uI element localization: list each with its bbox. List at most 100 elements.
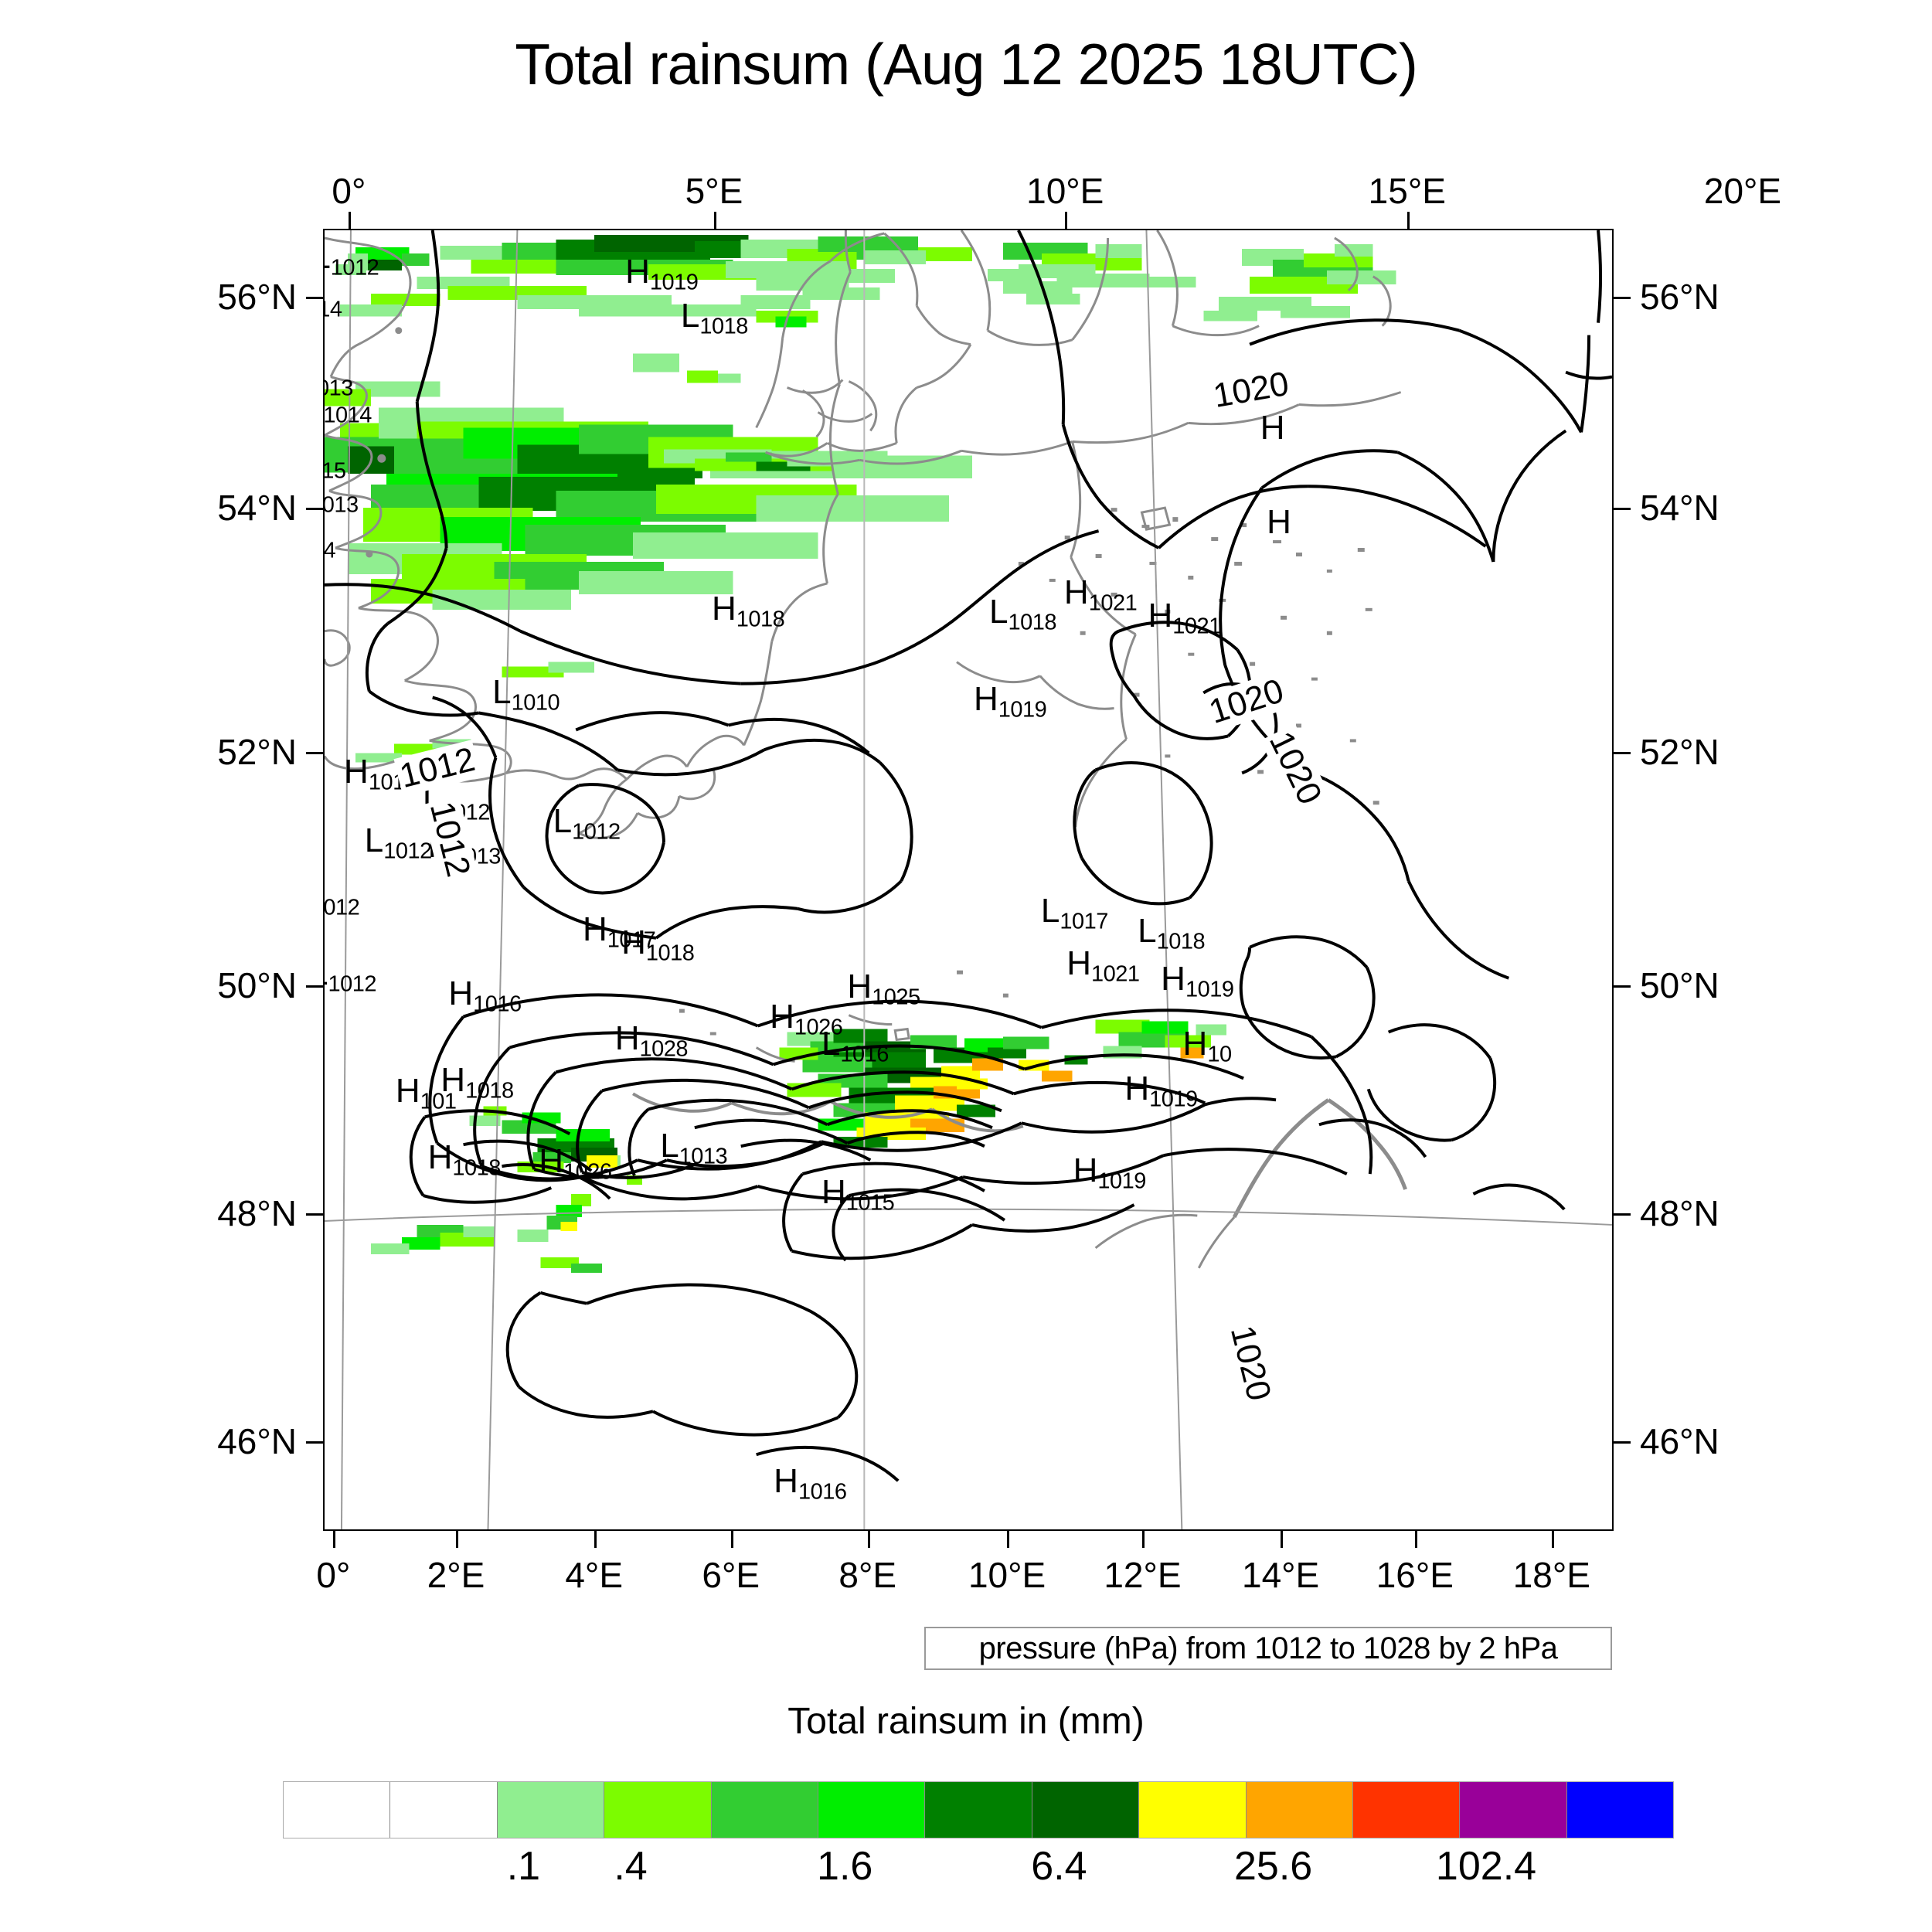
colorbar-swatch-10	[1352, 1782, 1461, 1838]
axis-right-tick-52°N: 52°N	[1640, 732, 1719, 773]
pressure-marker-l-1018-11: L1018	[680, 297, 748, 339]
axis-top-tick-5°E: 5°E	[685, 171, 743, 211]
pressure-marker-h-1015-32: H1015	[821, 1173, 895, 1216]
pressure-marker-h-1021-39: H1021	[1066, 944, 1140, 987]
axis-top-tickmark	[1065, 212, 1068, 229]
pressure-marker-h-1025-25: H1025	[847, 968, 920, 1010]
axis-right-tickmark	[1614, 296, 1631, 299]
pressure-marker-l-1016-26: L1016	[821, 1025, 889, 1067]
colorbar-swatch-4	[711, 1782, 818, 1838]
axis-left-tickmark	[306, 296, 323, 299]
isobar-layer	[325, 230, 1612, 1482]
axis-bot-tick-12°E: 12°E	[1104, 1555, 1182, 1595]
pressure-marker-l-1010-8: L1010	[492, 673, 560, 716]
map-canvas	[325, 230, 1612, 1529]
pressure-marker-h--45: H	[1267, 502, 1291, 541]
axis-bot-tickmark	[1281, 1531, 1284, 1548]
colorbar-swatch-5	[818, 1782, 926, 1838]
axis-right-tick-48°N: 48°N	[1640, 1192, 1719, 1233]
pressure-marker-h-10-41: H10	[1182, 1025, 1233, 1067]
axis-bot-tickmark	[1007, 1531, 1010, 1548]
axis-top-tickmark	[349, 212, 352, 229]
pressure-marker-h-1019-42: H1019	[1124, 1069, 1198, 1112]
colorbar-label-.4: .4	[614, 1844, 648, 1889]
axis-left-tick-48°N: 48°N	[217, 1192, 297, 1233]
colorbar-swatch-11	[1460, 1782, 1567, 1838]
axis-right-tickmark	[1614, 507, 1631, 510]
pressure-marker-h-1026-30: H1026	[539, 1141, 612, 1185]
axis-bot-tickmark	[1414, 1531, 1417, 1548]
pressure-marker-h-1019-43: H1019	[1073, 1151, 1147, 1194]
coastline-layer	[325, 230, 1407, 1269]
pressure-marker-l-1013-5: L1013	[323, 492, 359, 518]
pressure-marker-h-1019-36: H1019	[974, 679, 1047, 723]
colorbar-title: Total rainsum in (mm)	[787, 1701, 1145, 1742]
axis-bot-tick-2°E: 2°E	[427, 1555, 485, 1595]
colorbar-label-1.6: 1.6	[817, 1844, 873, 1889]
axis-left-tickmark	[306, 1213, 323, 1216]
colorbar-swatch-8	[1139, 1782, 1247, 1838]
axis-bot-tick-10°E: 10°E	[968, 1555, 1046, 1595]
pressure-marker-h-1016-22: H1016	[448, 974, 522, 1017]
axis-right-tick-56°N: 56°N	[1640, 276, 1719, 317]
pressure-marker-l-1012-16: L1012	[553, 802, 621, 845]
colorbar-label-102.4: 102.4	[1435, 1844, 1537, 1889]
axis-bot-tickmark	[867, 1531, 870, 1548]
axis-left-tick-56°N: 56°N	[217, 276, 297, 317]
axis-bot-tick-6°E: 6°E	[702, 1555, 760, 1595]
pressure-marker-h-1026-24: H1026	[770, 997, 843, 1040]
axis-bot-tick-16°E: 16°E	[1376, 1555, 1454, 1595]
pressure-marker-h-1019-40: H1019	[1161, 959, 1234, 1002]
pressure-legend-text: pressure (hPa) from 1012 to 1028 by 2 hP…	[978, 1631, 1558, 1665]
graticule	[325, 230, 1612, 1529]
colorbar-swatch-2	[497, 1782, 605, 1838]
axis-left-tickmark	[306, 507, 323, 510]
colorbar-swatch-7	[1032, 1782, 1140, 1838]
pressure-marker-l-1012-14: L1012	[364, 821, 432, 865]
axis-bot-tick-18°E: 18°E	[1512, 1555, 1590, 1595]
axis-bot-tickmark	[594, 1531, 597, 1548]
axis-top-tickmark	[714, 212, 716, 229]
map-plot-area: L1012H1014L1013H1014H1015L1013H1014L1011…	[323, 229, 1614, 1531]
axis-left-tick-52°N: 52°N	[217, 732, 297, 773]
pressure-marker-h-1014-1: H1014	[325, 298, 342, 323]
axis-bot-tick-0°: 0°	[316, 1555, 351, 1595]
pressure-legend-box: pressure (hPa) from 1012 to 1028 by 2 hP…	[924, 1627, 1612, 1670]
colorbar-tick-labels: .1 .4 1.6 6.4 25.6 102.4	[283, 1843, 1674, 1897]
axis-left-tickmark	[306, 752, 323, 755]
pressure-marker-h-1019-10: H1019	[625, 253, 699, 295]
axis-top-tick-20°E: 20°E	[1703, 171, 1782, 211]
page-title: Total rainsum (Aug 12 2025 18UTC)	[515, 32, 1418, 97]
axis-right-tickmark	[1614, 1213, 1631, 1216]
axis-top-tick-10°E: 10°E	[1026, 171, 1104, 211]
axis-right-tickmark	[1614, 752, 1631, 755]
axis-left-tick-46°N: 46°N	[217, 1420, 297, 1461]
axis-top-tick-0°: 0°	[332, 171, 366, 211]
axis-right-tick-54°N: 54°N	[1640, 487, 1719, 528]
pressure-marker-h-1018-29: H1018	[427, 1138, 502, 1181]
axis-top-tick-15°E: 15°E	[1368, 171, 1446, 211]
pressure-marker-l-1013-31: L1013	[660, 1126, 728, 1169]
colorbar-swatch-0	[284, 1782, 391, 1838]
pressure-marker-h-1021-34: H1021	[1063, 573, 1138, 616]
colorbar-label-6.4: 6.4	[1031, 1844, 1087, 1889]
pressure-marker-h-1021-35: H1021	[1148, 596, 1221, 639]
colorbar-swatch-9	[1246, 1782, 1353, 1838]
axis-left-tickmark	[306, 1440, 323, 1444]
colorbar	[283, 1781, 1674, 1838]
colorbar-label-25.6: 25.6	[1233, 1844, 1313, 1889]
axis-bot-tickmark	[333, 1531, 336, 1548]
axis-right-tickmark	[1614, 985, 1631, 988]
axis-bot-tickmark	[730, 1531, 733, 1548]
pressure-marker-h-1018-9: H1018	[712, 590, 785, 633]
pressure-marker-h-1015-4: H1015	[323, 459, 346, 485]
axis-bot-tick-14°E: 14°E	[1242, 1555, 1320, 1595]
precip-shading	[325, 234, 1396, 1273]
axis-bot-tick-8°E: 8°E	[838, 1555, 897, 1595]
pressure-marker-l-1012-0: L1012	[325, 240, 379, 281]
axis-bot-tickmark	[1551, 1531, 1554, 1548]
axis-right-tick-50°N: 50°N	[1640, 964, 1719, 1005]
pressure-marker-h-1018-28: H1018	[440, 1061, 514, 1104]
pressure-marker-l-1012-18: L1012	[325, 957, 376, 997]
pressure-marker-h--44: H	[1260, 409, 1285, 447]
